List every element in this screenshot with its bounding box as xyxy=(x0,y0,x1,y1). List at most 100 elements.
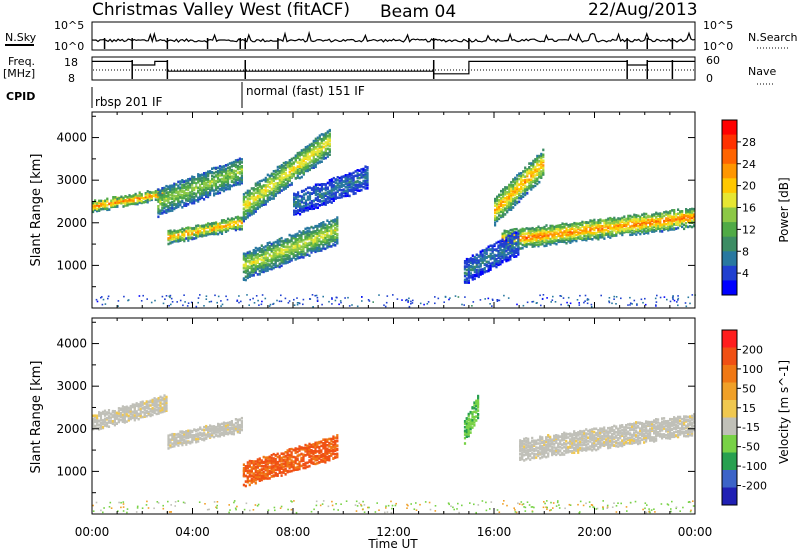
cell xyxy=(491,261,494,265)
cell xyxy=(635,224,638,228)
cell xyxy=(314,165,317,169)
cell xyxy=(179,235,182,239)
cell xyxy=(203,234,206,237)
noise-cell xyxy=(107,295,110,298)
cell xyxy=(310,242,313,245)
cell xyxy=(681,213,684,216)
cell xyxy=(521,231,524,235)
cell xyxy=(98,201,101,205)
cell xyxy=(514,186,517,190)
cell xyxy=(217,232,220,236)
cell xyxy=(209,230,212,233)
cell xyxy=(318,149,321,153)
cell xyxy=(294,158,297,162)
cell xyxy=(346,186,349,189)
noise-cell xyxy=(385,301,388,304)
cell xyxy=(187,226,190,229)
cell xyxy=(274,176,277,179)
cell xyxy=(232,169,235,173)
cell xyxy=(607,231,610,235)
cell xyxy=(635,223,638,226)
cell xyxy=(651,213,654,217)
cell xyxy=(236,171,239,174)
cell xyxy=(322,196,325,199)
cell xyxy=(238,216,241,220)
cell xyxy=(114,201,117,204)
cell xyxy=(510,184,513,187)
cell xyxy=(222,178,226,182)
cell xyxy=(336,222,339,225)
cell xyxy=(489,264,492,267)
cell xyxy=(334,193,337,196)
cell xyxy=(485,249,488,252)
noise-cell xyxy=(165,295,168,297)
cell xyxy=(308,198,312,201)
noise-cell xyxy=(497,299,499,301)
cell xyxy=(302,231,305,235)
cell xyxy=(637,224,640,228)
cell xyxy=(597,235,600,239)
cell xyxy=(366,175,369,179)
cell xyxy=(669,218,672,222)
cell xyxy=(611,232,614,236)
cell xyxy=(197,227,200,231)
cell xyxy=(123,411,126,414)
cell xyxy=(280,248,283,251)
cell xyxy=(322,183,325,186)
cell xyxy=(316,239,319,243)
cell xyxy=(645,222,648,225)
cell xyxy=(539,238,542,241)
cell xyxy=(308,230,311,233)
cell xyxy=(510,189,513,193)
cell xyxy=(228,225,232,228)
cell xyxy=(529,233,532,236)
cell xyxy=(312,164,315,168)
cell xyxy=(494,204,497,207)
cell xyxy=(278,247,281,250)
cell xyxy=(302,201,306,205)
cell xyxy=(643,229,646,232)
cell xyxy=(517,253,520,256)
cell xyxy=(531,245,534,248)
cell xyxy=(216,174,220,177)
cell xyxy=(98,204,101,208)
cell xyxy=(473,260,476,264)
cell xyxy=(312,153,315,156)
cell xyxy=(328,238,331,242)
cell xyxy=(513,228,516,231)
cell xyxy=(252,205,255,208)
cell xyxy=(318,238,321,241)
cell xyxy=(177,190,180,194)
cell xyxy=(306,203,310,206)
cell xyxy=(639,215,642,219)
cell xyxy=(645,226,648,230)
cell xyxy=(280,240,283,243)
cell xyxy=(575,229,578,232)
cell xyxy=(199,195,202,199)
cell xyxy=(593,236,596,239)
cell xyxy=(278,174,281,178)
noise-cell xyxy=(629,302,632,304)
cell xyxy=(573,235,576,238)
cell xyxy=(532,179,535,183)
cell xyxy=(551,227,554,230)
cell xyxy=(197,230,200,233)
cell xyxy=(145,400,148,403)
cell xyxy=(326,226,329,230)
cell xyxy=(320,235,323,239)
cell xyxy=(364,187,367,190)
cell xyxy=(663,228,666,231)
cell xyxy=(575,239,578,243)
cell xyxy=(306,191,310,194)
cell xyxy=(475,258,478,262)
cell xyxy=(308,155,311,158)
cell xyxy=(280,253,283,257)
cell xyxy=(272,262,275,266)
noise-cell xyxy=(434,302,436,305)
cell xyxy=(549,226,552,230)
cell xyxy=(312,187,315,191)
cell xyxy=(687,215,690,218)
cell xyxy=(104,205,107,208)
cell xyxy=(112,202,115,205)
cell xyxy=(469,261,472,264)
